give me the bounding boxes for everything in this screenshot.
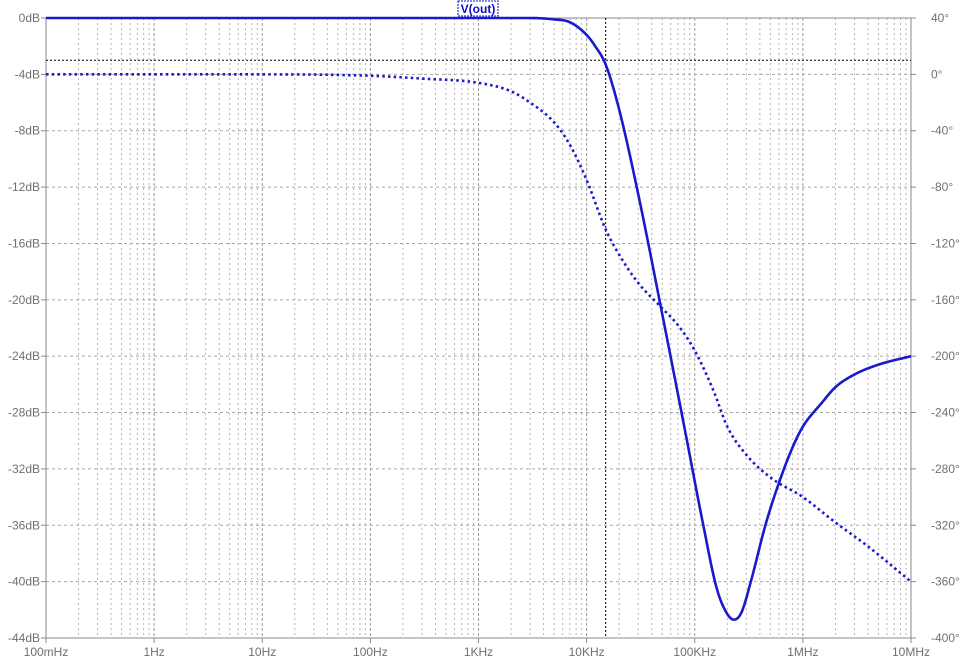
y-right-tick-label: -120° xyxy=(931,236,960,250)
y-right-tick-label: 40° xyxy=(931,11,949,25)
y-right-tick-label: -160° xyxy=(931,293,960,307)
grid xyxy=(46,18,911,638)
y-left-tick-label: -20dB xyxy=(8,293,40,307)
y-left-tick-label: -28dB xyxy=(8,406,40,420)
x-tick-label: 10KHz xyxy=(569,645,605,659)
x-tick-label: 100Hz xyxy=(353,645,388,659)
x-tick-label: 1Hz xyxy=(143,645,164,659)
traces xyxy=(45,16,912,621)
y-left-tick-label: -40dB xyxy=(8,575,40,589)
y-left-tick-label: -32dB xyxy=(8,462,40,476)
y-right-tick-label: -80° xyxy=(931,180,953,194)
x-tick-label: 1MHz xyxy=(787,645,818,659)
axis-labels: 0dB -4dB -8dB -12dB -16dB -20dB -24dB -28dB -32d… xyxy=(8,11,960,659)
x-tick-label: 1KHz xyxy=(464,645,493,659)
y-left-tick-label: -4dB xyxy=(15,67,40,81)
y-right-tick-label: -40° xyxy=(931,124,953,138)
trace-label-text[interactable]: V(out) xyxy=(461,2,496,16)
phase-trace[interactable] xyxy=(45,73,912,583)
x-tick-label: 100KHz xyxy=(673,645,716,659)
y-right-tick-label: -400° xyxy=(931,631,960,645)
x-tick-label: 10MHz xyxy=(892,645,930,659)
y-right-tick-label: -360° xyxy=(931,575,960,589)
y-right-tick-label: -240° xyxy=(931,406,960,420)
y-left-tick-label: -12dB xyxy=(8,180,40,194)
y-right-tick-label: -200° xyxy=(931,349,960,363)
y-left-tick-label: -36dB xyxy=(8,518,40,532)
x-tick-label: 10Hz xyxy=(248,645,276,659)
x-tick-label: 100mHz xyxy=(24,645,69,659)
trace-label[interactable]: V(out) xyxy=(457,0,499,17)
y-left-tick-label: -24dB xyxy=(8,349,40,363)
y-right-tick-label: -280° xyxy=(931,462,960,476)
y-left-tick-label: -44dB xyxy=(8,631,40,645)
cursor-crosshair xyxy=(46,18,911,638)
y-left-tick-label: -8dB xyxy=(15,124,40,138)
trace-label-box[interactable] xyxy=(457,0,499,17)
y-right-tick-label: 0° xyxy=(931,67,943,81)
y-left-tick-label: 0dB xyxy=(19,11,40,25)
y-right-tick-label: -320° xyxy=(931,518,960,532)
y-left-tick-label: -16dB xyxy=(8,236,40,250)
magnitude-trace[interactable] xyxy=(45,16,912,621)
